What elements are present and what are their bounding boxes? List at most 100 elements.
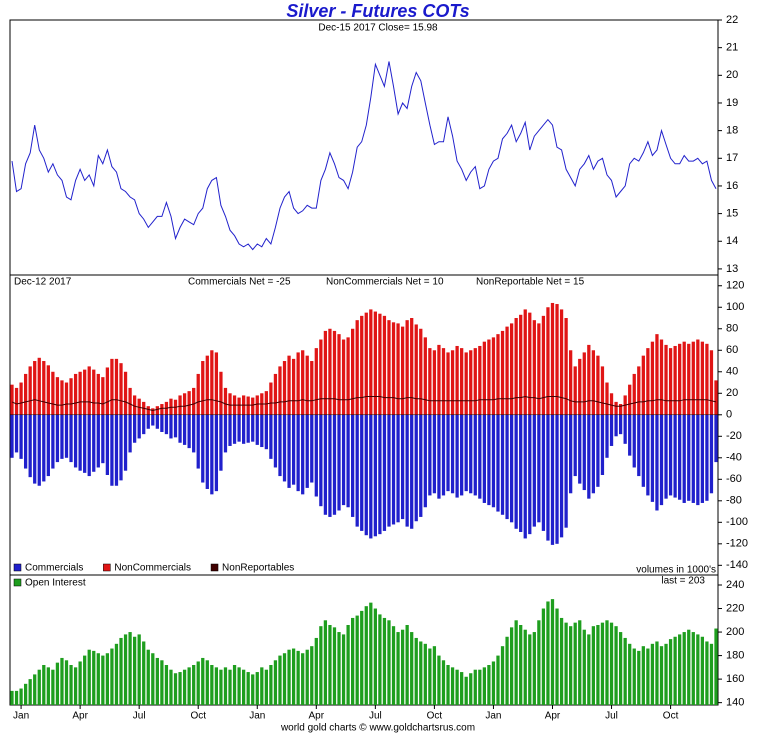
bar [314, 414, 318, 497]
bar [42, 665, 46, 705]
bar [223, 667, 228, 705]
bar [360, 610, 364, 705]
bar [464, 352, 468, 415]
bar [237, 397, 241, 415]
bar [373, 608, 377, 705]
bar [287, 355, 291, 415]
bar [33, 674, 37, 705]
bar [96, 653, 100, 705]
bar [146, 414, 150, 429]
bar [164, 414, 169, 435]
bar [60, 414, 64, 459]
bar [155, 406, 159, 415]
bar [14, 387, 19, 415]
bar [210, 350, 214, 415]
bar [559, 309, 564, 415]
y-tick-label: -140 [726, 559, 748, 571]
bar [528, 312, 532, 415]
bar [555, 608, 559, 705]
bar [419, 641, 423, 705]
bar [469, 350, 473, 415]
bar [432, 646, 437, 705]
bar [114, 643, 119, 705]
bar [532, 320, 536, 415]
bar [687, 414, 691, 501]
bar [605, 382, 609, 415]
bar [382, 315, 387, 415]
bar [278, 366, 282, 415]
bar [469, 414, 473, 494]
bar [573, 414, 577, 477]
bar [301, 653, 305, 705]
bar [478, 669, 482, 705]
bar [83, 655, 87, 705]
bar [505, 636, 509, 705]
bar [705, 414, 709, 501]
bar [582, 629, 586, 705]
bar [255, 672, 259, 705]
bar [509, 323, 514, 415]
bar [278, 414, 282, 477]
bar [618, 414, 623, 435]
bar [591, 350, 596, 415]
bar [487, 339, 491, 415]
bar [428, 648, 432, 705]
bar [282, 361, 287, 415]
bar [405, 320, 409, 415]
bar [192, 665, 196, 705]
y-tick-label: 80 [726, 323, 738, 335]
bar [437, 655, 441, 705]
bar [478, 414, 482, 499]
bar [255, 395, 259, 415]
bar [587, 634, 591, 705]
bar [337, 632, 341, 705]
bar [273, 660, 278, 705]
bar [305, 355, 309, 415]
bar [73, 667, 78, 705]
legend-swatch [103, 563, 111, 572]
bar [600, 414, 605, 475]
bar [559, 617, 564, 705]
bar [573, 622, 577, 705]
bar [223, 414, 228, 453]
y-tick-label: 14 [726, 235, 738, 247]
bar [205, 355, 209, 415]
bar [496, 414, 500, 512]
legend-label: Open Interest [25, 578, 86, 589]
legend-swatch [210, 563, 219, 572]
y-tick-label: 240 [726, 579, 744, 591]
bar [23, 414, 28, 469]
bar [546, 414, 550, 541]
bar [569, 414, 573, 494]
y-tick-label: -40 [726, 452, 742, 464]
bar [296, 414, 300, 492]
bar [78, 414, 82, 471]
bar [414, 637, 418, 705]
bar [414, 414, 418, 522]
bar [105, 414, 110, 475]
footer: world gold charts © www.goldchartsrus.co… [280, 723, 475, 734]
bar [387, 620, 391, 705]
bar [260, 414, 264, 448]
bar [328, 328, 332, 415]
bar [437, 344, 441, 415]
bar [232, 665, 237, 705]
annotation: last = 203 [661, 576, 705, 587]
bar [314, 348, 318, 415]
bar [573, 366, 577, 415]
bar [646, 348, 650, 415]
bar [432, 414, 437, 494]
bar [655, 641, 659, 705]
bar [400, 629, 405, 705]
bar [537, 620, 541, 705]
bar [123, 634, 128, 705]
bar [709, 350, 714, 415]
x-tick-label: Apr [72, 711, 88, 722]
bar [419, 414, 423, 517]
bar [101, 655, 105, 705]
bar [609, 393, 614, 415]
bar [537, 414, 541, 523]
x-tick-label: Oct [190, 711, 206, 722]
y-tick-label: 180 [726, 649, 744, 661]
y-tick-label: 40 [726, 366, 738, 378]
